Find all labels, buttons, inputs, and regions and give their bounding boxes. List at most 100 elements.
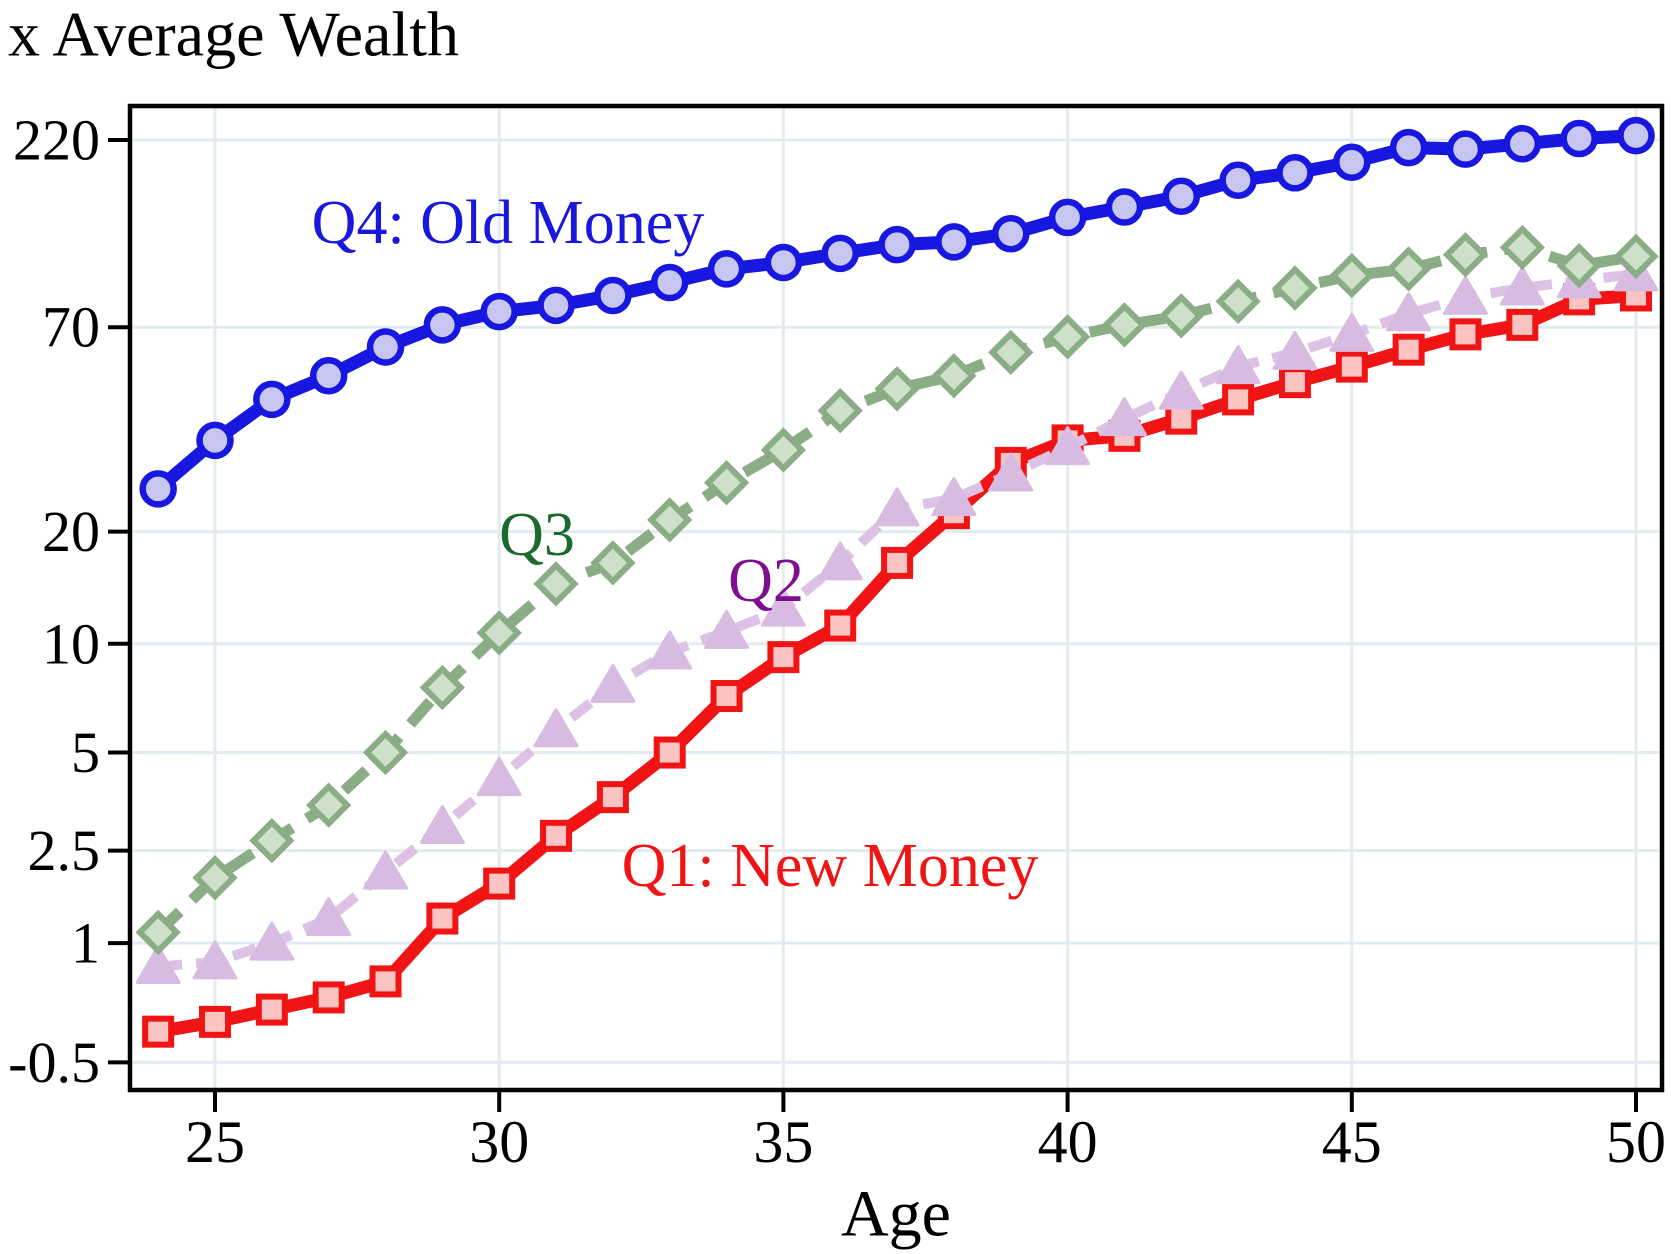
- marker-square-age-36: [824, 609, 857, 642]
- marker-diamond-age-32: [590, 540, 636, 586]
- marker-triangle-age-25: [192, 940, 238, 980]
- y-tick-label-70: 70: [42, 295, 100, 360]
- marker-diamond-age-34: [703, 460, 750, 506]
- marker-triangle-age-27: [306, 897, 352, 937]
- marker-square-age-45: [1335, 350, 1368, 383]
- x-axis-label: Age: [841, 1178, 951, 1251]
- series-q4: [139, 116, 1655, 508]
- marker-square-age-35: [767, 641, 800, 674]
- series-q2: [135, 252, 1659, 985]
- marker-square-age-44: [1278, 366, 1311, 399]
- marker-triangle-age-42: [1158, 370, 1204, 410]
- series-label-4: Q4: Old Money: [312, 189, 705, 257]
- marker-square-age-32: [596, 781, 629, 814]
- marker-diamond-age-29: [419, 664, 465, 711]
- marker-diamond-age-38: [931, 353, 977, 399]
- marker-triangle-age-26: [249, 921, 295, 961]
- marker-diamond-age-35: [760, 427, 807, 473]
- marker-circle-age-30: [480, 292, 518, 331]
- marker-triangle-age-43: [1215, 345, 1261, 385]
- marker-diamond-age-41: [1101, 302, 1148, 348]
- y-tick-label-5: 5: [71, 720, 100, 785]
- marker-triangle-age-45: [1329, 312, 1375, 352]
- marker-circle-age-31: [537, 286, 575, 325]
- marker-square-age-28: [369, 965, 402, 998]
- marker-circle-age-40: [1048, 198, 1087, 237]
- marker-diamond-age-44: [1272, 265, 1318, 311]
- marker-circle-age-35: [764, 243, 803, 282]
- marker-diamond-age-25: [192, 855, 238, 901]
- marker-circle-age-25: [196, 421, 234, 460]
- marker-diamond-age-26: [249, 817, 295, 864]
- marker-triangle-age-33: [647, 630, 693, 670]
- marker-triangle-age-31: [533, 708, 579, 748]
- marker-circle-age-48: [1503, 125, 1542, 163]
- marker-square-age-26: [255, 993, 288, 1026]
- marker-triangle-age-28: [363, 850, 409, 890]
- y-tick-label-1: 1: [71, 911, 100, 976]
- marker-diamond-age-49: [1556, 243, 1602, 289]
- marker-diamond-age-37: [874, 366, 920, 412]
- marker-triangle-age-48: [1499, 266, 1545, 306]
- marker-circle-age-37: [878, 225, 916, 264]
- marker-circle-age-42: [1162, 177, 1201, 215]
- marker-square-age-48: [1506, 308, 1539, 341]
- marker-diamond-age-42: [1158, 293, 1204, 339]
- marker-diamond-age-36: [817, 388, 863, 434]
- marker-circle-age-49: [1560, 119, 1598, 158]
- y-tick-label-2.5: 2.5: [28, 818, 101, 883]
- marker-triangle-age-29: [419, 805, 465, 845]
- marker-diamond-age-45: [1329, 252, 1375, 299]
- marker-triangle-age-32: [590, 663, 636, 703]
- marker-square-age-46: [1392, 333, 1425, 366]
- marker-triangle-age-39: [988, 452, 1034, 492]
- y-tick-label-220: 220: [13, 107, 100, 172]
- marker-circle-age-27: [309, 357, 348, 395]
- marker-square-age-29: [426, 902, 459, 935]
- marker-diamond-age-31: [533, 561, 579, 607]
- marker-triangle-age-35: [760, 587, 806, 627]
- marker-triangle-age-38: [931, 477, 977, 517]
- marker-circle-age-36: [821, 234, 859, 273]
- marker-diamond-age-39: [988, 329, 1034, 376]
- marker-circle-age-43: [1219, 161, 1257, 199]
- marker-triangle-age-40: [1045, 426, 1091, 466]
- plot-border: [127, 103, 1665, 1093]
- marker-circle-age-34: [707, 250, 746, 288]
- chart-title: x Average Wealth: [8, 0, 459, 70]
- marker-diamond-age-50: [1613, 233, 1659, 279]
- marker-circle-age-41: [1105, 188, 1144, 226]
- marker-circle-age-28: [366, 328, 405, 366]
- y-tick-label--0.5: -0.5: [8, 1030, 100, 1095]
- marker-circle-age-24: [139, 470, 177, 508]
- marker-circle-age-38: [935, 223, 973, 261]
- marker-triangle-age-30: [476, 757, 522, 797]
- marker-square-age-24: [142, 1015, 175, 1048]
- marker-square-age-25: [199, 1005, 231, 1038]
- marker-diamond-age-24: [135, 909, 181, 956]
- marker-square-age-31: [540, 819, 573, 852]
- marker-circle-age-26: [253, 380, 291, 419]
- marker-diamond-age-30: [476, 610, 522, 656]
- y-tick-label-20: 20: [42, 499, 100, 564]
- x-tick-label-40: 40: [1038, 1109, 1098, 1175]
- marker-square-age-34: [710, 680, 743, 713]
- series-label-1: Q1: New Money: [622, 832, 1039, 900]
- marker-square-age-47: [1449, 318, 1482, 351]
- marker-square-age-27: [312, 981, 345, 1014]
- marker-triangle-age-47: [1442, 275, 1488, 315]
- marker-triangle-age-41: [1101, 397, 1147, 437]
- series-label-2: Q2: [728, 547, 804, 615]
- marker-square-age-33: [653, 736, 686, 769]
- marker-square-age-43: [1222, 383, 1255, 416]
- marker-circle-age-47: [1446, 130, 1485, 168]
- marker-circle-age-32: [594, 276, 632, 315]
- marker-circle-age-29: [423, 306, 462, 344]
- marker-diamond-age-48: [1499, 224, 1545, 271]
- marker-diamond-age-46: [1386, 246, 1432, 292]
- x-tick-label-45: 45: [1322, 1109, 1382, 1175]
- x-tick-label-25: 25: [185, 1109, 245, 1175]
- marker-diamond-age-40: [1044, 314, 1091, 360]
